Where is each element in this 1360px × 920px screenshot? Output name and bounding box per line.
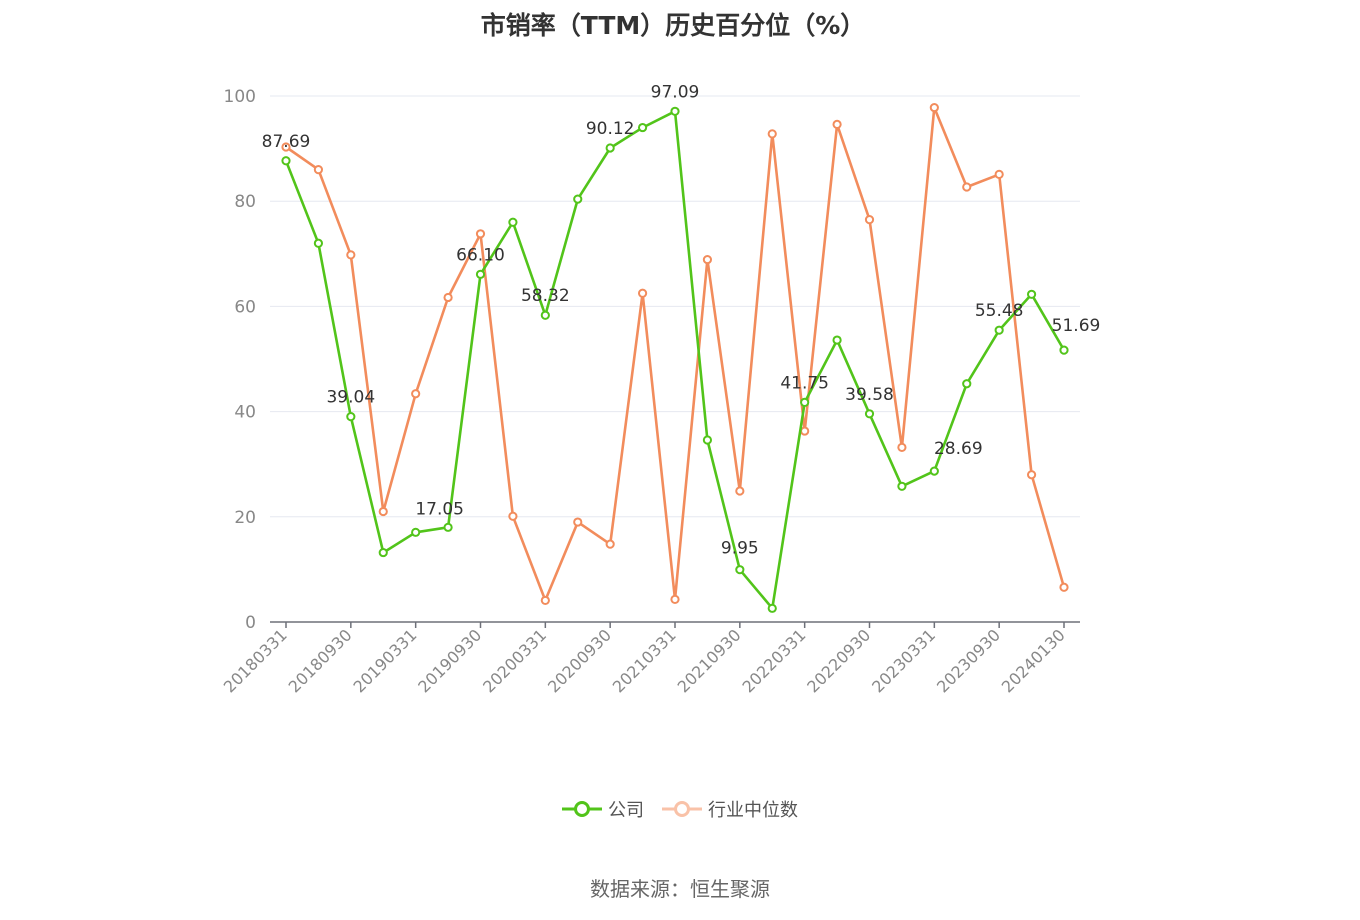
y-tick-label: 60: [234, 297, 256, 317]
data-label-company: 39.58: [845, 385, 894, 405]
legend-item-company[interactable]: 公司: [562, 796, 644, 822]
data-point-industry: [378, 506, 388, 517]
y-tick-label: 40: [234, 403, 256, 423]
data-point-company: [508, 217, 518, 227]
legend-company-label: 公司: [608, 800, 644, 821]
series-line-industry: [285, 106, 1066, 602]
x-tick-label: 20230930: [933, 625, 1004, 696]
legend-item-industry[interactable]: 行业中位数: [662, 796, 798, 822]
x-tick-label: 20240130: [998, 625, 1069, 696]
data-point-company: [378, 547, 388, 558]
data-point-company: [1059, 345, 1069, 355]
data-point-industry: [313, 165, 324, 175]
x-tick-label: 20190930: [414, 625, 485, 696]
data-point-company: [411, 527, 421, 537]
data-point-industry: [735, 486, 745, 496]
data-point-industry: [864, 215, 875, 225]
data-source-note: 数据来源：恒生聚源: [590, 877, 770, 901]
x-tick-label: 20180930: [285, 625, 356, 696]
data-point-company: [1026, 289, 1037, 299]
data-label-company: 28.69: [934, 439, 983, 459]
series-lines: [281, 102, 1069, 613]
data-point-industry: [637, 288, 648, 298]
data-point-company: [897, 481, 907, 491]
series-line-company: [284, 110, 1066, 610]
x-tick-label: 20190331: [349, 625, 420, 696]
data-point-industry: [962, 182, 972, 192]
data-point-company: [346, 412, 356, 422]
x-tick-label: 20230331: [868, 625, 939, 696]
data-point-company: [281, 156, 291, 166]
data-label-company: 51.69: [1052, 316, 1101, 336]
data-label-company: 9.95: [721, 539, 759, 559]
data-label-company: 17.05: [415, 499, 464, 519]
data-point-industry: [897, 442, 907, 452]
data-point-company: [637, 122, 648, 133]
data-point-company: [735, 565, 745, 575]
x-tick-label: 20200331: [479, 625, 550, 696]
data-point-company: [800, 397, 810, 407]
data-point-company: [702, 435, 713, 445]
x-tick-label: 20220331: [738, 625, 809, 696]
data-point-company: [313, 238, 324, 248]
data-point-industry: [994, 169, 1004, 179]
data-label-company: 97.09: [651, 82, 700, 102]
data-point-industry: [702, 254, 713, 265]
data-point-industry: [508, 511, 518, 521]
legend-industry-label: 行业中位数: [708, 800, 798, 821]
data-point-industry: [670, 594, 680, 604]
legend: 公司 行业中位数: [0, 796, 1360, 822]
data-point-company: [540, 310, 550, 320]
data-point-industry: [1026, 470, 1037, 480]
x-tick-label: 20220930: [803, 625, 874, 696]
data-labels: 87.69 39.04 17.05 66.10 58.32 90.12 97.09 9.95 4…: [262, 82, 1101, 558]
y-tick-label: 20: [234, 508, 256, 528]
data-label-company: 55.48: [975, 301, 1024, 321]
data-point-company: [962, 379, 972, 389]
data-point-industry: [475, 229, 486, 239]
chart-title: 市销率（TTM）历史百分位（%）: [480, 11, 866, 40]
data-point-industry: [605, 539, 615, 549]
x-tick-label: 20210930: [674, 625, 745, 696]
data-point-company: [605, 143, 615, 153]
data-label-company: 87.69: [262, 132, 311, 152]
data-label-company: 41.75: [780, 373, 829, 393]
data-label-company: 90.12: [586, 119, 635, 139]
data-point-industry: [346, 250, 356, 260]
legend-company-marker-icon: [562, 801, 602, 817]
data-point-company: [443, 522, 453, 532]
x-tick-label: 20210331: [609, 625, 680, 696]
data-point-industry: [411, 389, 421, 399]
legend-industry-marker-icon: [662, 801, 702, 817]
data-point-company: [994, 325, 1004, 335]
data-point-industry: [1059, 582, 1069, 592]
data-point-industry: [832, 119, 842, 130]
data-point-company: [864, 409, 875, 419]
data-point-company: [670, 106, 680, 116]
data-point-industry: [281, 142, 291, 152]
y-tick-label: 80: [234, 192, 256, 212]
data-label-company: 58.32: [521, 286, 570, 306]
data-point-company: [767, 603, 777, 613]
data-point-industry: [573, 517, 583, 527]
x-tick-label: 20200930: [544, 625, 615, 696]
data-point-company: [832, 335, 842, 345]
y-tick-label: 100: [224, 87, 256, 107]
data-point-industry: [767, 129, 777, 139]
data-label-company: 66.10: [456, 245, 505, 265]
data-point-industry: [443, 292, 453, 303]
data-point-company: [929, 466, 939, 476]
y-tick-label: 0: [245, 613, 256, 633]
data-label-company: 39.04: [326, 388, 375, 408]
data-point-company: [573, 194, 583, 204]
gridlines: [270, 95, 1080, 518]
data-point-industry: [929, 102, 939, 113]
data-point-company: [475, 269, 486, 279]
x-tick-label: 20180331: [220, 625, 291, 696]
data-point-industry: [540, 595, 550, 606]
data-point-industry: [800, 426, 810, 436]
